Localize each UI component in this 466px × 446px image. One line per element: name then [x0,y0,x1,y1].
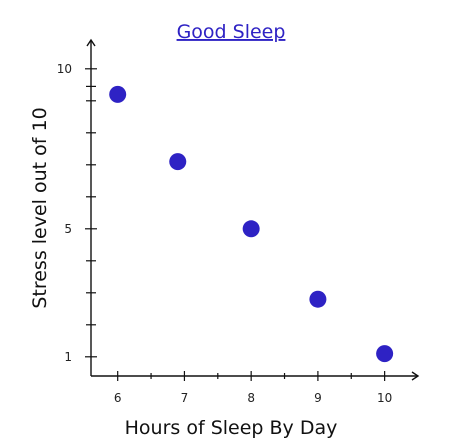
chart-title: Good Sleep [177,21,286,43]
y-axis-title: Stress level out of 10 [29,107,51,308]
y-tick-label: 10 [57,62,72,76]
data-point [376,345,393,362]
x-tick-label: 9 [314,391,322,405]
x-axis-title: Hours of Sleep By Day [125,417,338,439]
y-tick-label: 5 [64,222,72,236]
x-tick-label: 10 [377,391,392,405]
data-point [169,153,186,170]
data-points [109,86,393,362]
axes [87,40,418,380]
data-point [109,86,126,103]
x-tick-label: 6 [114,391,122,405]
data-point [309,291,326,308]
y-tick-label: 1 [64,350,72,364]
axis-ticks: 6 7 8 9 10 1 5 10 [57,62,393,405]
x-tick-label: 7 [181,391,189,405]
x-tick-label: 8 [247,391,255,405]
data-point [243,220,260,237]
